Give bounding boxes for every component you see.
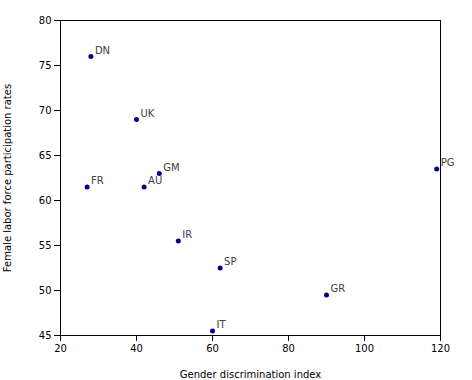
svg-text:IT: IT	[217, 319, 227, 330]
svg-text:65: 65	[39, 150, 52, 161]
svg-text:60: 60	[206, 343, 219, 354]
svg-text:50: 50	[39, 285, 52, 296]
svg-text:20: 20	[54, 343, 67, 354]
svg-text:100: 100	[355, 343, 374, 354]
svg-text:UK: UK	[141, 108, 155, 119]
svg-text:80: 80	[39, 15, 52, 26]
svg-text:Gender discrimination index: Gender discrimination index	[180, 369, 322, 380]
svg-text:70: 70	[39, 105, 52, 116]
svg-text:120: 120	[431, 343, 450, 354]
svg-text:DN: DN	[95, 45, 110, 56]
svg-text:FR: FR	[91, 175, 104, 186]
svg-text:75: 75	[39, 60, 52, 71]
svg-text:IR: IR	[182, 229, 192, 240]
svg-text:SP: SP	[224, 256, 236, 267]
svg-text:GR: GR	[331, 283, 346, 294]
svg-text:45: 45	[39, 330, 52, 341]
svg-text:Female labor force participati: Female labor force participation rates	[2, 84, 13, 272]
svg-text:60: 60	[39, 195, 52, 206]
svg-text:PG: PG	[441, 157, 455, 168]
svg-text:80: 80	[282, 343, 295, 354]
svg-text:40: 40	[130, 343, 143, 354]
svg-text:AU: AU	[148, 175, 162, 186]
svg-text:55: 55	[39, 240, 52, 251]
svg-text:GM: GM	[163, 162, 179, 173]
